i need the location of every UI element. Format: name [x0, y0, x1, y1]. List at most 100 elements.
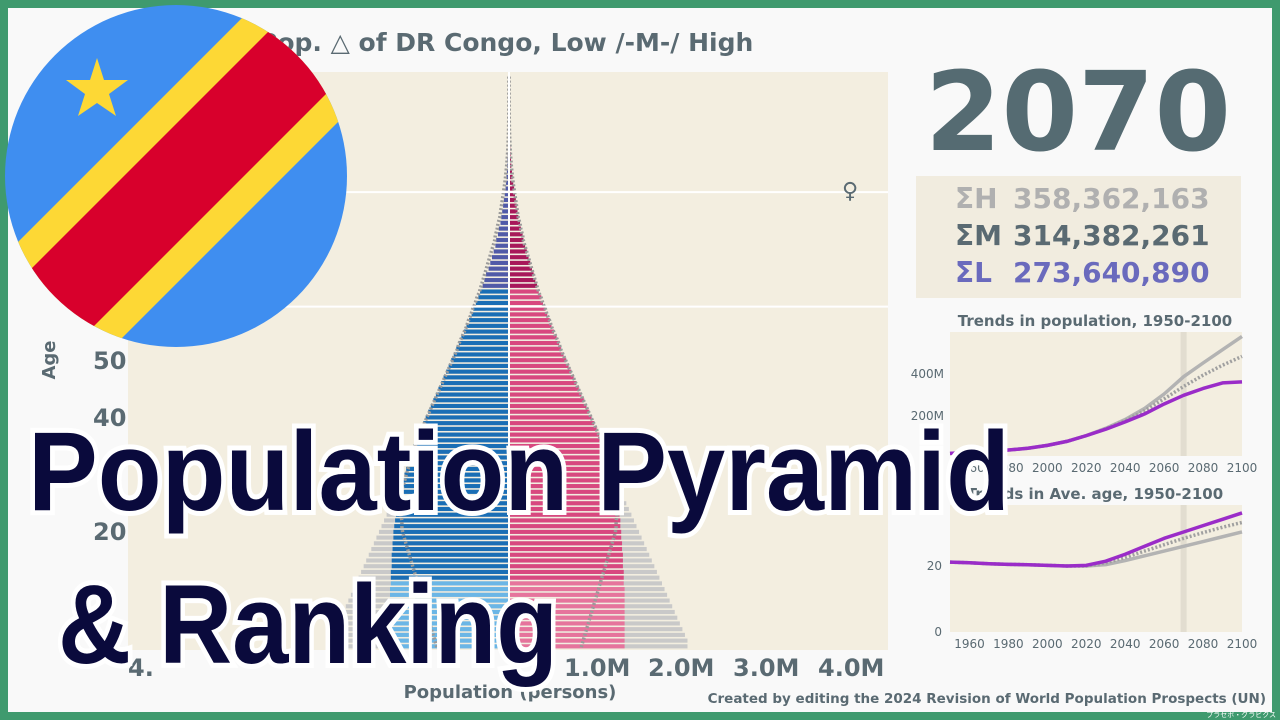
bar-medium-male	[400, 489, 509, 494]
bar-medium-male	[391, 552, 509, 557]
bar-medium-male	[425, 415, 509, 420]
bar-medium-male	[488, 266, 509, 271]
bar-medium-female	[509, 323, 552, 328]
trend-line-low	[949, 511, 1243, 568]
mini-xtick-2100: 2100	[1227, 637, 1258, 651]
female-symbol: ♀	[842, 179, 858, 204]
totals-box	[916, 176, 1241, 298]
bar-medium-female	[509, 283, 538, 288]
year-display: 2070	[925, 48, 1231, 176]
bar-medium-female	[509, 638, 625, 643]
bar-medium-female	[509, 627, 625, 632]
mini-chart-2-lines	[949, 505, 1243, 632]
bar-medium-female	[509, 169, 512, 174]
bar-medium-male	[466, 323, 509, 328]
bar-medium-male	[395, 518, 509, 523]
bar-medium-male	[423, 421, 509, 426]
bar-medium-female	[509, 512, 620, 517]
x-tick-1m: 1.0M	[564, 654, 630, 682]
bar-medium-male	[469, 318, 509, 323]
bar-medium-female	[509, 197, 516, 203]
bar-medium-female	[509, 609, 625, 615]
bar-medium-male	[503, 203, 509, 208]
bar-medium-female	[509, 615, 625, 620]
x-tick-3m: 3.0M	[733, 654, 799, 682]
bar-medium-female	[509, 346, 561, 351]
bar-medium-male	[496, 237, 509, 243]
mini-xtick-2040: 2040	[1110, 637, 1141, 651]
mini-chart-2-xticks: 1960 1980 2000 2020 2040 2060 2080 2100	[954, 637, 1257, 651]
watermark-text: プラセボ・グラビクス	[1206, 710, 1276, 719]
bar-medium-female	[509, 541, 623, 546]
bar-medium-male	[506, 169, 509, 174]
bar-medium-male	[490, 260, 509, 265]
bar-medium-male	[503, 197, 509, 203]
bar-medium-female	[509, 232, 523, 237]
bar-medium-male	[484, 278, 509, 283]
bar-medium-male	[391, 564, 509, 569]
medium-total: 314,382,261	[1013, 219, 1210, 252]
bar-medium-male	[390, 569, 509, 575]
bar-medium-female	[509, 363, 569, 368]
bar-medium-male	[492, 255, 509, 260]
y-tick-20: 20	[93, 518, 126, 546]
bar-medium-male	[390, 644, 509, 649]
bar-medium-male	[430, 403, 509, 409]
bar-medium-male	[506, 175, 509, 180]
trend-line-low	[949, 380, 1243, 456]
bar-medium-female	[509, 466, 611, 471]
bar-medium-male	[461, 335, 509, 340]
bar-medium-female	[509, 266, 532, 271]
bar-medium-male	[404, 472, 509, 477]
bar-medium-female	[509, 569, 624, 575]
bar-medium-male	[390, 581, 509, 586]
bar-medium-female	[509, 581, 624, 586]
bar-medium-male	[505, 180, 509, 185]
bar-medium-female	[509, 598, 625, 603]
mini-xtick-2000: 2000	[1032, 461, 1063, 475]
bar-medium-female	[509, 318, 550, 323]
bar-medium-female	[509, 426, 597, 431]
bar-medium-male	[416, 438, 509, 443]
mini-xtick-1960: 1960	[954, 461, 985, 475]
overlay-title-line-2: & Ranking	[58, 562, 558, 687]
bar-medium-male	[497, 232, 509, 237]
bar-medium-male	[402, 478, 509, 483]
bar-medium-female	[509, 220, 521, 225]
bar-medium-female	[509, 226, 521, 231]
bar-medium-female	[509, 632, 625, 637]
bar-medium-female	[509, 237, 524, 243]
y-axis-label: Age	[39, 340, 60, 379]
mini-chart-1-lines	[949, 332, 1243, 456]
bar-medium-male	[418, 432, 509, 437]
bar-medium-male	[500, 220, 509, 225]
bar-medium-female	[509, 375, 574, 380]
bar-medium-male	[401, 484, 509, 489]
bar-medium-male	[443, 375, 509, 380]
bar-medium-male	[438, 386, 509, 391]
bar-medium-male	[413, 443, 509, 449]
bar-medium-female	[509, 524, 621, 529]
bar-medium-female	[509, 369, 572, 374]
bar-medium-male	[441, 381, 509, 386]
bar-medium-male	[505, 186, 509, 191]
bar-medium-male	[409, 455, 509, 460]
bar-medium-female	[509, 506, 619, 512]
bar-medium-male	[502, 209, 509, 214]
bar-medium-female	[509, 358, 566, 363]
bar-medium-female	[509, 495, 617, 500]
x-tick-2m: 2.0M	[648, 654, 714, 682]
bar-medium-female	[509, 329, 555, 334]
bar-medium-male	[501, 215, 509, 220]
mini-xtick-2020: 2020	[1071, 461, 1102, 475]
bar-medium-female	[509, 255, 529, 260]
bar-medium-male	[482, 283, 509, 288]
bar-medium-female	[509, 604, 625, 609]
bar-medium-male	[396, 506, 509, 512]
bar-medium-male	[407, 461, 509, 466]
bar-medium-male	[412, 449, 509, 454]
x-tick-4m: 4.0M	[818, 654, 884, 682]
mini-chart-2-title: Trends in Ave. age, 1950-2100	[967, 485, 1223, 503]
mini-xtick-2080: 2080	[1188, 461, 1219, 475]
